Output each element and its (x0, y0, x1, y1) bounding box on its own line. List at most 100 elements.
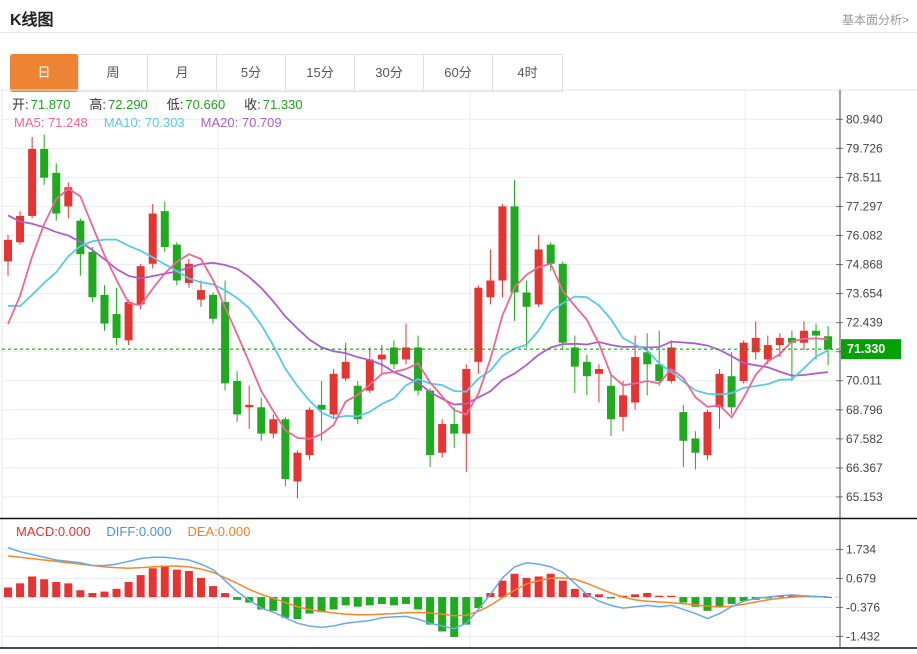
macd-bar (824, 597, 833, 598)
macd-bar (136, 575, 145, 598)
y-axis: 80.940 79.726 78.511 77.297 76.082 74.868 73.6… (836, 112, 883, 643)
ma-lines (7, 187, 829, 440)
y-axis-label: 79.726 (846, 141, 883, 155)
macd-bar (594, 594, 603, 598)
candle-body (426, 390, 435, 456)
macd-bar (558, 580, 567, 598)
candle-body (341, 361, 350, 379)
candles (4, 134, 833, 499)
y-axis-label: 67.582 (846, 432, 883, 446)
macd-axis-label: 0.679 (846, 571, 876, 585)
tab-30min[interactable]: 30分 (355, 55, 424, 91)
macd-bar (76, 590, 85, 598)
macd-bar (28, 576, 37, 598)
candle-body (739, 342, 748, 381)
candle-body (462, 369, 471, 434)
candle-body (317, 404, 326, 410)
macd-bar (462, 597, 471, 625)
macd-axis-label: -0.376 (846, 600, 880, 614)
ma20-value: MA20: 70.709 (200, 115, 282, 130)
candle-body (353, 385, 362, 420)
candle-body (570, 347, 579, 367)
candle-body (245, 404, 254, 408)
y-axis-label: 70.011 (846, 374, 882, 388)
macd-bar (365, 597, 374, 606)
tab-60min[interactable]: 60分 (424, 55, 493, 91)
macd-readout: MACD:0.000 DIFF:0.000 DEA:0.000 (16, 524, 266, 539)
candle-body (582, 361, 591, 377)
candle-body (450, 424, 459, 434)
macd-bar (329, 597, 338, 610)
candle-body (474, 287, 483, 362)
candle-body (438, 424, 447, 453)
macd-value: MACD:0.000 (16, 524, 91, 539)
tab-week[interactable]: 周 (79, 55, 148, 91)
macd-bar (474, 597, 483, 609)
macd-axis-label: 1.734 (846, 542, 876, 556)
candle-body (16, 215, 25, 243)
candle-body (112, 314, 121, 338)
macd-bar (377, 597, 386, 604)
ohlc-low: 低: 70.660 (166, 97, 226, 112)
macd-bar (498, 580, 507, 598)
macd-bar (534, 576, 543, 598)
diff-line (7, 546, 829, 630)
macd-bar (655, 595, 664, 598)
macd-bar (450, 597, 459, 637)
candle-body (148, 213, 157, 264)
candle-body (751, 337, 760, 353)
candle-body (522, 292, 531, 307)
candle-body (691, 438, 700, 453)
y-axis-label: 78.511 (846, 170, 882, 184)
dea-value: DEA:0.000 (187, 524, 251, 539)
candle-body (546, 244, 555, 264)
candle-body (221, 302, 230, 384)
candle-body (498, 206, 507, 281)
tab-15min[interactable]: 15分 (286, 55, 355, 91)
candle-body (88, 251, 97, 298)
candle-body (4, 239, 12, 262)
candle-body (160, 211, 169, 248)
candle-body (28, 148, 37, 216)
current-price: 71.330 (2, 339, 901, 360)
y-axis-label: 76.082 (846, 229, 883, 243)
candle-body (643, 352, 652, 365)
tab-day[interactable]: 日 (10, 54, 79, 92)
macd-bar (209, 586, 218, 598)
candle-body (257, 407, 266, 434)
macd-bar (281, 597, 290, 618)
candle-body (414, 347, 423, 391)
macd-bar (88, 592, 97, 598)
macd-bar (510, 573, 519, 598)
tab-5min[interactable]: 5分 (217, 55, 286, 91)
fundamental-analysis-link[interactable]: 基本面分析> (841, 13, 909, 27)
candle-body (799, 330, 808, 343)
ma10-value: MA10: 70.303 (103, 115, 185, 130)
current-price-badge (841, 339, 901, 360)
candle-body (631, 357, 640, 403)
candle-body (196, 290, 205, 300)
macd-bar (112, 588, 121, 598)
candle-body (293, 452, 302, 482)
macd-bar (16, 583, 25, 598)
macd-bar (317, 597, 326, 613)
macd-pane (4, 546, 833, 637)
macd-bar (679, 597, 688, 603)
macd-bar (546, 573, 555, 598)
tab-month[interactable]: 月 (148, 55, 217, 91)
y-axis-label: 74.868 (846, 258, 883, 272)
macd-bar (703, 597, 712, 611)
ma-readout: MA5: 71.248 MA10: 70.303 MA20: 70.709 (14, 115, 298, 130)
tab-4hour[interactable]: 4时 (493, 55, 562, 91)
macd-bar (401, 597, 410, 604)
candle-body (619, 395, 628, 417)
candle-body (269, 419, 278, 434)
y-axis-label: 68.796 (846, 403, 883, 417)
macd-bar (40, 579, 49, 598)
macd-bar (124, 581, 133, 598)
macd-bar (426, 597, 435, 625)
macd-bar (221, 592, 230, 598)
candle-body (76, 220, 85, 255)
macd-bar (100, 591, 109, 598)
